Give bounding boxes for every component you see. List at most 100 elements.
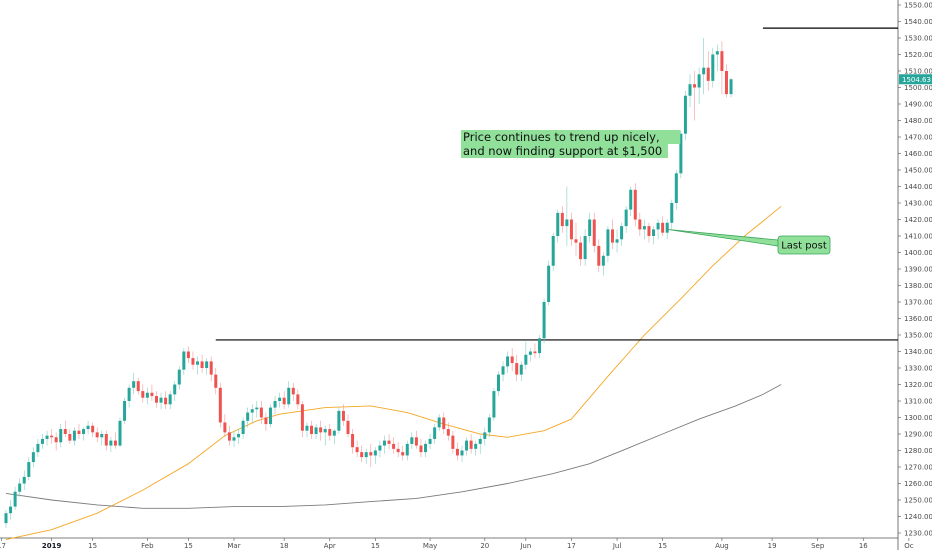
candle-body (569, 219, 573, 240)
candle-body (679, 133, 683, 174)
x-tick-label: Aug (715, 542, 729, 550)
x-tick-label: Jun (519, 542, 531, 550)
candle-body (77, 430, 81, 434)
candle-body (255, 407, 259, 410)
candle-body (469, 440, 473, 449)
candle-body (601, 255, 605, 266)
candle-body (45, 435, 49, 439)
candle-body (123, 401, 127, 421)
candle-body (387, 440, 391, 444)
y-tick-label: 1460.00 (904, 150, 932, 158)
x-tick-label: 15 (371, 542, 380, 550)
candle-body (186, 351, 190, 359)
candle-body (209, 361, 213, 375)
y-tick-label: 1540.00 (904, 18, 932, 26)
x-tick-label: 18 (280, 542, 289, 550)
y-tick-label: 1310.00 (904, 398, 932, 406)
y-tick-label: 1240.00 (904, 513, 932, 521)
candle-body (538, 338, 542, 354)
candle-body (642, 226, 646, 230)
candle-body (373, 450, 377, 456)
candle-body (355, 447, 359, 453)
candle-body (661, 222, 665, 233)
candle-body (4, 513, 8, 524)
candle-body (282, 397, 286, 405)
candle-body (200, 361, 204, 368)
candle-body (346, 420, 350, 434)
candle-body (428, 438, 432, 444)
candle-body (237, 434, 241, 438)
candle-body (150, 392, 154, 397)
candle-body (451, 435, 455, 449)
x-tick-label: Apr (324, 542, 336, 550)
candle-body (369, 452, 373, 456)
candle-body (246, 412, 250, 421)
candle-body (278, 397, 282, 401)
annotation-text: Price continues to trend up nicely, (463, 130, 660, 144)
y-tick-label: 1260.00 (904, 480, 932, 488)
last-price-label: 1504.63 (902, 76, 931, 84)
candle-body (437, 417, 441, 428)
x-tick-label: Sep (811, 542, 825, 550)
candle-body (159, 397, 163, 403)
candle-body (351, 434, 355, 448)
candle-body (31, 452, 35, 463)
candle-body (392, 443, 396, 449)
y-tick-label: 1520.00 (904, 51, 932, 59)
candle-body (542, 302, 546, 339)
candle-body (82, 429, 86, 434)
candle-body (424, 443, 428, 453)
annotation-highlight (461, 144, 668, 158)
candle-body (433, 427, 437, 439)
candle-body (136, 381, 140, 392)
y-tick-label: 1430.00 (904, 200, 932, 208)
candle-body (13, 491, 17, 507)
candle-body (647, 226, 651, 236)
candle-body (164, 397, 168, 405)
candle-body (259, 407, 263, 418)
candle-body (127, 387, 131, 401)
candle-body (624, 209, 628, 227)
y-tick-label: 1440.00 (904, 183, 932, 191)
callout-box (777, 235, 831, 255)
x-tick-label: Mar (227, 542, 240, 550)
candle-body (442, 417, 446, 430)
candle-body (697, 74, 701, 88)
candlestick-series (4, 38, 733, 529)
candle-body (606, 229, 610, 256)
candle-body (551, 236, 555, 266)
annotation-text: and now finding support at $1,500 (463, 144, 662, 158)
y-tick-label: 1420.00 (904, 216, 932, 224)
callout-text: Last post (781, 241, 827, 252)
candle-body (250, 409, 254, 413)
candle-body (501, 366, 505, 375)
candle-body (18, 483, 22, 492)
candle-body (314, 427, 318, 434)
candle-body (706, 67, 710, 81)
candle-body (620, 226, 624, 240)
candle-body (50, 435, 54, 438)
y-tick-label: 1410.00 (904, 233, 932, 241)
candle-body (638, 219, 642, 230)
x-tick-label: 19 (768, 542, 777, 550)
candle-body (524, 354, 528, 365)
candle-body (27, 462, 31, 477)
y-tick-label: 1290.00 (904, 431, 932, 439)
candle-body (360, 452, 364, 458)
candle-body (610, 229, 614, 243)
candle-body (506, 356, 510, 367)
callout-pointer (667, 229, 779, 247)
candle-body (688, 84, 692, 96)
candle-body (191, 358, 195, 365)
candle-body (665, 222, 669, 233)
candle-body (91, 425, 95, 433)
candle-body (100, 434, 104, 438)
y-tick-label: 1490.00 (904, 101, 932, 109)
candle-body (588, 219, 592, 236)
candle-body (615, 239, 619, 243)
x-tick-label: 17 (0, 542, 6, 550)
candle-body (496, 374, 500, 392)
candle-body (323, 429, 327, 433)
candle-body (364, 452, 368, 458)
